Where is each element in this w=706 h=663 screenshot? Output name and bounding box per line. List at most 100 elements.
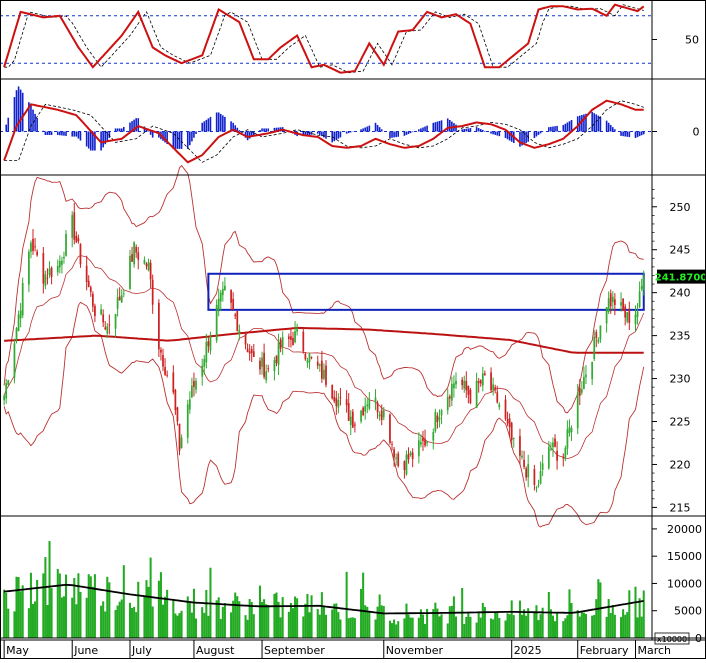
volume-bar [145, 580, 147, 638]
volume-bar [63, 596, 65, 638]
candle-body [643, 277, 645, 290]
volume-bar [639, 598, 641, 638]
date-label: February [580, 644, 629, 657]
macd-histogram-bar [395, 132, 397, 138]
volume-bar [350, 618, 352, 638]
macd-histogram-bar [556, 126, 558, 132]
volume-bar [189, 602, 191, 638]
candle-body [375, 398, 377, 404]
volume-bar [323, 606, 325, 638]
candle-body [181, 438, 183, 449]
candle-body [333, 397, 335, 401]
candle-body [278, 342, 280, 365]
macd-histogram-bar [463, 129, 465, 131]
candle-body [20, 310, 22, 318]
macd-histogram-bar [63, 132, 65, 136]
candle-body [152, 280, 154, 305]
macd-histogram-bar [465, 129, 467, 132]
macd-histogram-bar [239, 130, 241, 131]
macd-histogram-bar [468, 128, 470, 131]
macd-histogram-bar [637, 132, 639, 138]
candle-body [319, 364, 321, 365]
macd-histogram-bar [193, 132, 195, 138]
volume-bar [379, 595, 381, 638]
volume-bar [195, 618, 197, 638]
candle-body [261, 358, 263, 367]
macd-histogram-bar [265, 128, 267, 131]
date-label: July [131, 644, 152, 657]
candle-body [340, 397, 342, 398]
macd-histogram-bar [369, 126, 371, 132]
volume-bar [610, 613, 612, 638]
candle-body [548, 447, 550, 468]
volume-bar [360, 589, 362, 638]
volume-bar [612, 605, 614, 638]
candle-body [7, 380, 9, 385]
candle-body [377, 403, 379, 413]
candle-body [14, 343, 16, 377]
candle-body [641, 286, 643, 288]
candle-body [595, 332, 597, 338]
candle-body [484, 373, 486, 375]
macd-histogram-bar [639, 132, 641, 137]
macd-histogram-bar [461, 129, 463, 131]
candle-body [542, 463, 544, 469]
volume-bar [637, 617, 639, 638]
candle-body [189, 399, 191, 409]
candle-body [513, 438, 515, 439]
candle-body [490, 372, 492, 390]
candle-body [585, 375, 587, 378]
candle-body [290, 336, 292, 340]
candle-body [404, 461, 406, 470]
volume-bar [606, 617, 608, 638]
volume-bar [405, 604, 407, 638]
candle-body [455, 381, 457, 384]
candle-body [210, 336, 212, 350]
macd-histogram-bar [317, 132, 319, 134]
macd-histogram-bar [408, 132, 410, 134]
candle [622, 298, 624, 311]
candle-body [158, 303, 160, 349]
candle-body [335, 398, 337, 406]
volume-bar [490, 619, 492, 638]
volume-bar [552, 616, 554, 638]
candle-body [191, 386, 193, 398]
candle-body [51, 268, 53, 277]
macd-histogram-bar [208, 118, 210, 131]
candle-body [606, 307, 608, 323]
candle-body [57, 266, 59, 273]
candle-body [480, 380, 482, 383]
date-label: September [264, 644, 325, 657]
candle-body [172, 372, 174, 392]
volume-bar [71, 598, 73, 638]
volume-bar [158, 581, 160, 638]
date-label: 2025 [514, 644, 542, 657]
candle-body [381, 410, 383, 420]
macd-histogram-bar [102, 132, 104, 148]
volume-bar [447, 624, 449, 638]
volume-bar [595, 599, 597, 638]
volume-bar [18, 577, 20, 638]
candle-body [350, 417, 352, 425]
macd-histogram-bar [379, 127, 381, 131]
volume-bar [346, 572, 348, 638]
macd-histogram-bar [641, 132, 643, 136]
macd-histogram-bar [119, 128, 121, 131]
candle-body [115, 314, 117, 329]
candle-body [133, 242, 135, 264]
macd-histogram-bar [366, 127, 368, 132]
macd-histogram-bar [478, 128, 480, 131]
candle [470, 388, 472, 404]
volume-bar [535, 605, 537, 638]
candle [434, 409, 436, 433]
macd-histogram-bar [175, 132, 177, 149]
candle-body [348, 403, 350, 421]
volume-bar [368, 612, 370, 638]
macd-histogram-bar [410, 132, 412, 134]
candle-body [236, 311, 238, 331]
volume-bar [410, 618, 412, 638]
macd-histogram-bar [32, 110, 34, 132]
macd-histogram-bar [47, 132, 49, 136]
macd-histogram-bar [591, 112, 593, 132]
candle-body [579, 388, 581, 396]
